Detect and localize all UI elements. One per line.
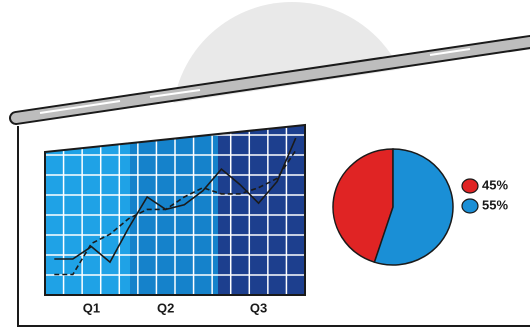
roller-shine (39, 100, 121, 114)
panel-light (45, 125, 130, 295)
roller-shine (429, 48, 471, 56)
screen-roller-fill (11, 37, 530, 123)
roller-shine (149, 89, 201, 98)
x-tick-label: Q1 (83, 300, 100, 315)
screen-border (17, 126, 530, 327)
panel-dark (218, 125, 305, 295)
x-tick-label: Q3 (250, 300, 267, 315)
panel-mid (130, 125, 218, 295)
pie-slice (332, 148, 394, 264)
pie-slice (373, 148, 454, 266)
legend-label: 45% (482, 177, 508, 192)
line-series (54, 150, 297, 276)
line-series (54, 137, 297, 264)
legend-label: 55% (482, 197, 508, 212)
legend-swatch (461, 178, 479, 194)
x-tick-label: Q2 (157, 300, 174, 315)
plot-frame (44, 123, 306, 296)
line-chart (44, 123, 306, 296)
legend-swatch (461, 198, 479, 214)
